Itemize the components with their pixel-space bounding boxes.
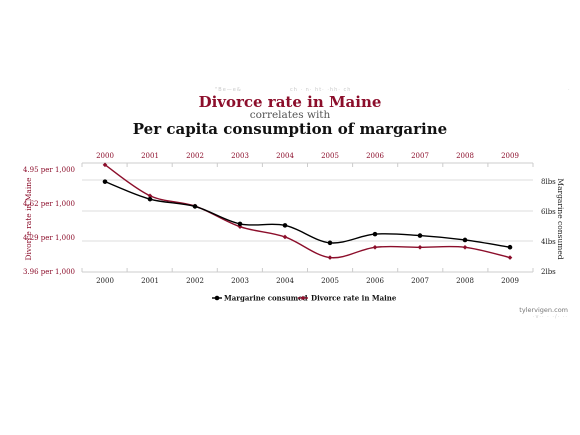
data-point-divorce-rate-in-maine [147,193,153,199]
data-point-divorce-rate-in-maine [417,244,423,250]
data-point-divorce-rate-in-maine [507,255,513,260]
x-tick-label-bottom: 2001 [141,277,159,285]
legend-marker-margarine [214,295,220,301]
x-tick-label-bottom: 2005 [321,277,339,285]
y-tick-label-left: 3.96 per 1,000 [23,268,75,276]
y-tick-label-left: 4.95 per 1,000 [23,166,75,174]
y-tick-label-right: 2lbs [541,268,556,276]
data-point-margarine-consumed [102,179,108,184]
x-tick-label-top: 2008 [456,152,474,160]
chart-subtitle: correlates with [249,109,331,121]
x-tick-label-top: 2001 [141,152,159,160]
x-tick-label-top: 2004 [276,152,294,160]
data-point-margarine-consumed [147,196,153,202]
legend-label-divorce: Divorce rate in Maine [311,294,397,303]
x-tick-label-bottom: 2000 [96,277,114,285]
watermark-text-1: "Be—e& [215,87,242,93]
y-tick-label-right: 4lbs [541,238,556,246]
chart-title-2: Per capita consumption of margarine [132,120,448,138]
data-point-divorce-rate-in-maine [282,234,288,240]
data-point-divorce-rate-in-maine [462,244,468,250]
watermark-text-2: ch · n· ht· ·hh· ch [290,87,352,93]
y-tick-label-left: 4.29 per 1,000 [23,234,75,242]
data-point-margarine-consumed [282,223,288,228]
x-tick-label-bottom: 2006 [366,277,384,285]
x-tick-label-bottom: 2008 [456,277,474,285]
x-tick-label-top: 2007 [411,152,429,160]
watermark-text-3: · [568,87,571,93]
legend-label-margarine: Margarine consumed [224,294,308,303]
y-tick-label-right: 6lbs [541,208,556,216]
x-tick-label-bottom: 2009 [501,277,519,285]
data-point-margarine-consumed [507,244,513,250]
data-point-divorce-rate-in-maine [327,255,333,260]
x-tick-label-bottom: 2002 [186,277,204,285]
data-point-margarine-consumed [237,221,243,227]
x-tick-label-top: 2009 [501,152,519,160]
y-tick-label-right: 8lbs [541,178,556,186]
chart-title: Divorce rate in Maine [198,93,382,111]
x-tick-label-top: 2006 [366,152,384,160]
y-axis-label-left: Divorce rate in Maine [24,177,33,261]
series-line-margarine-consumed [104,181,511,248]
legend-marker-divorce [300,295,306,301]
data-point-margarine-consumed [327,240,333,246]
x-tick-label-bottom: 2007 [411,277,429,285]
y-tick-label-left: 4.62 per 1,000 [23,200,75,208]
y-axis-label-right: Margarine consumed [556,178,565,259]
x-tick-label-top: 2003 [231,152,249,160]
x-tick-label-bottom: 2004 [276,277,294,285]
x-tick-label-top: 2002 [186,152,204,160]
data-point-margarine-consumed [462,237,468,243]
data-point-margarine-consumed [417,233,423,238]
credit-text: tylervigen.com [519,306,568,314]
x-tick-label-top: 2000 [96,152,114,160]
data-point-divorce-rate-in-maine [372,244,378,250]
series-line-divorce-rate-in-maine [104,164,511,259]
x-tick-label-top: 2005 [321,152,339,160]
x-tick-label-bottom: 2003 [231,277,249,285]
data-point-divorce-rate-in-maine [102,162,108,168]
data-point-margarine-consumed [192,204,198,209]
data-point-margarine-consumed [372,231,378,237]
credit-subtext: ·v·· · ·/· ·· [532,314,568,320]
